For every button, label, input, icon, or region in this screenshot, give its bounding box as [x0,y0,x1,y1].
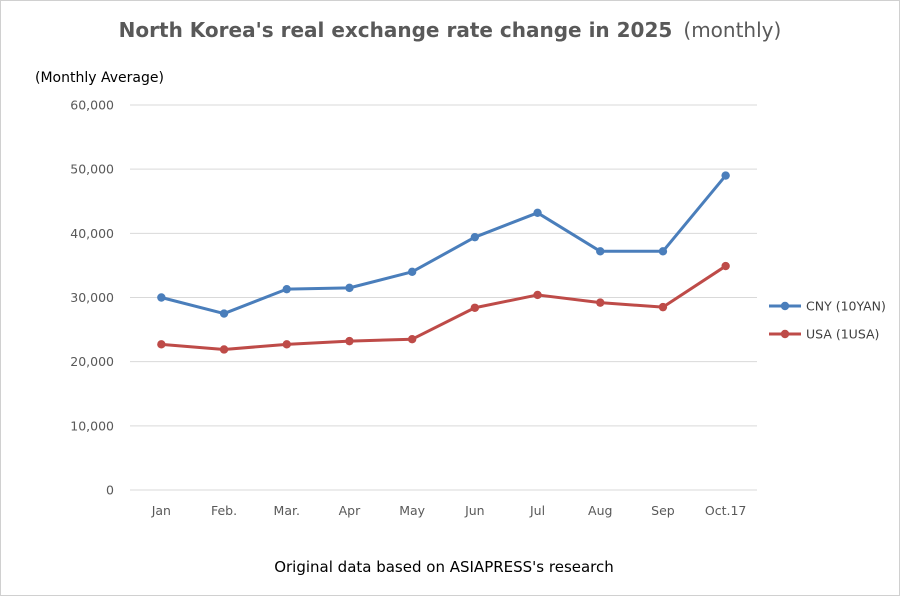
legend-marker [780,329,790,339]
data-point [157,293,166,302]
series-line [159,264,728,351]
data-point [470,303,480,312]
y-axis-ticks: 0 10,000 20,000 30,000 40,000 50,000 60,000 [70,98,114,498]
x-tick-label: Jul [529,503,545,518]
x-tick-label: May [399,503,425,518]
data-point [658,247,668,256]
chart-title-main: North Korea's real exchange rate change … [119,18,673,42]
series-line [159,174,728,316]
x-tick-label: Oct.17 [705,503,747,518]
data-point [721,261,730,271]
legend-label: USA (1USA) [806,327,879,342]
y-tick-label: 30,000 [70,290,114,305]
series-usa [157,261,730,354]
chart-title: North Korea's real exchange rate change … [119,18,782,42]
legend-item: CNY (10YAN) [769,299,886,314]
data-point [282,284,291,294]
data-point [407,335,417,344]
y-tick-label: 0 [106,483,114,498]
series-cny [157,171,730,318]
y-tick-label: 60,000 [70,98,114,113]
legend-item: USA (1USA) [769,327,879,342]
x-tick-label: Jan [151,503,171,518]
data-point [596,298,605,307]
x-tick-label: Apr [339,503,361,518]
data-point [345,283,354,293]
x-tick-label: Sep [651,503,675,518]
series-layer [157,171,730,354]
data-point [533,208,542,217]
y-tick-label: 10,000 [70,418,114,433]
data-point [282,340,291,349]
source-note: Original data based on ASIAPRESS's resea… [274,558,614,576]
gridlines [130,104,757,491]
legend-label: CNY (10YAN) [806,299,886,314]
x-axis-ticks: Jan Feb. Mar. Apr May Jun Jul Aug Sep Oct.17 [151,503,747,518]
x-tick-label: Mar. [274,503,300,518]
y-axis-unit-label: (Monthly Average) [35,70,164,86]
legend-marker [780,301,790,311]
chart-title-suffix: (monthly) [683,18,781,42]
data-point [721,171,730,180]
x-tick-label: Jun [464,503,485,518]
data-point [345,336,354,346]
x-tick-label: Feb. [211,503,237,518]
data-point [596,247,605,256]
data-point [157,340,166,349]
y-tick-label: 40,000 [70,226,114,241]
y-tick-label: 50,000 [70,162,114,177]
legend: CNY (10YAN) USA (1USA) [769,299,886,342]
y-tick-label: 20,000 [70,354,114,369]
data-point [219,309,229,318]
data-point [470,232,480,242]
data-point [658,302,668,312]
data-point [219,345,229,354]
data-point [533,290,542,300]
x-tick-label: Aug [588,503,612,518]
data-point [407,267,417,277]
